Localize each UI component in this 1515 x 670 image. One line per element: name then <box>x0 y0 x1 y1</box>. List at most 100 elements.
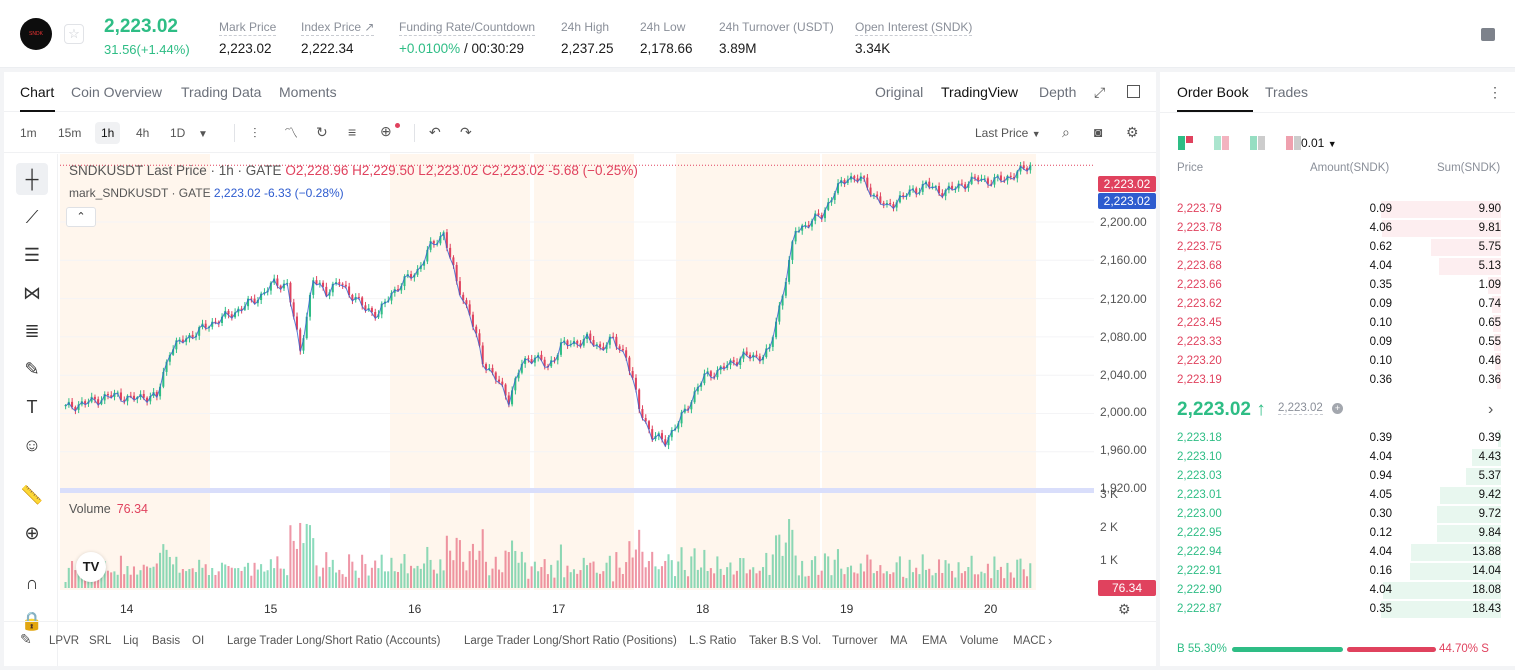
order-book-row[interactable]: 2,222.95 0.12 9.84 <box>1160 524 1515 543</box>
order-book-row[interactable]: 2,223.10 4.04 4.43 <box>1160 448 1515 467</box>
stat-open-interest[interactable]: Open Interest (SNDK) 3.34K <box>855 18 973 56</box>
compare-icon[interactable]: ↻ <box>316 124 328 140</box>
view-tradingview[interactable]: TradingView <box>941 84 1019 100</box>
tab-trades[interactable]: Trades <box>1265 84 1309 100</box>
order-book-row[interactable]: 2,223.01 4.05 9.42 <box>1160 486 1515 505</box>
timeframe-1m[interactable]: 1m <box>20 126 37 140</box>
order-book-row[interactable]: 2,222.87 0.35 18.43 <box>1160 600 1515 619</box>
indicator-ema[interactable]: EMA <box>922 635 947 647</box>
book-mode-sells-icon[interactable] <box>1286 136 1302 150</box>
view-original[interactable]: Original <box>875 84 924 100</box>
order-book-row[interactable]: 2,223.62 0.09 0.74 <box>1160 295 1515 314</box>
tradingview-logo-icon[interactable]: TV <box>76 552 106 582</box>
horizontal-lines-icon[interactable]: ☰ <box>23 245 41 265</box>
indicator-ls-positions[interactable]: Large Trader Long/Short Ratio (Positions… <box>464 635 677 647</box>
tab-chart[interactable]: Chart <box>20 84 55 100</box>
chevron-right-icon[interactable]: › <box>1048 633 1053 648</box>
indicator-turnover[interactable]: Turnover <box>832 635 878 647</box>
search-icon[interactable]: ⌕ <box>1062 124 1070 140</box>
order-book-row[interactable]: 2,223.19 0.36 0.36 <box>1160 371 1515 390</box>
add-indicator-icon[interactable]: ⊕ <box>380 123 392 139</box>
precision-select[interactable]: 0.01 ▼ <box>1301 136 1337 150</box>
text-icon[interactable]: T <box>26 397 38 417</box>
price-chart[interactable] <box>60 154 1094 590</box>
chevron-down-icon[interactable]: ▼ <box>198 129 208 140</box>
indicator-edit-icon[interactable]: ✎ <box>20 631 32 647</box>
indicator-oi[interactable]: OI <box>192 635 205 647</box>
volume-bar <box>709 568 712 588</box>
view-depth[interactable]: Depth <box>1039 84 1077 100</box>
camera-icon[interactable]: ◙ <box>1094 124 1103 140</box>
tab-trading-data[interactable]: Trading Data <box>181 84 262 100</box>
order-book-row[interactable]: 2,223.78 4.06 9.81 <box>1160 219 1515 238</box>
order-book-row[interactable]: 2,223.79 0.09 9.90 <box>1160 200 1515 219</box>
expand-icon[interactable]: ⤢ <box>1094 84 1106 100</box>
order-book-row[interactable]: 2,222.91 0.16 14.04 <box>1160 562 1515 581</box>
fullscreen-icon[interactable] <box>1127 85 1140 98</box>
brush-icon[interactable]: ✎ <box>24 359 40 379</box>
tab-moments[interactable]: Moments <box>279 84 337 100</box>
order-book-row[interactable]: 2,222.90 4.04 18.08 <box>1160 581 1515 600</box>
price-source-select[interactable]: Last Price ▼ <box>975 126 1041 140</box>
indicator-ma[interactable]: MA <box>890 635 908 647</box>
zoom-in-icon[interactable]: ⊕ <box>24 523 40 543</box>
order-book-row[interactable]: 2,222.94 4.04 13.88 <box>1160 543 1515 562</box>
indicator-ls-ratio[interactable]: L.S Ratio <box>689 635 737 647</box>
stat-index-price[interactable]: Index Price ↗ 2,222.34 <box>301 18 375 56</box>
indicator-lpvr[interactable]: LPVR <box>49 635 80 647</box>
collapse-legend-button[interactable]: ⌃ <box>66 207 96 227</box>
timeframe-1h[interactable]: 1h <box>95 122 121 144</box>
order-book-row[interactable]: 2,223.45 0.10 0.65 <box>1160 314 1515 333</box>
indicator-basis[interactable]: Basis <box>152 635 181 647</box>
pattern-icon[interactable]: ⋈ <box>23 283 41 303</box>
stat-mark-price[interactable]: Mark Price 2,223.02 <box>219 18 277 56</box>
chevron-right-icon[interactable]: › <box>1488 401 1494 418</box>
timeframe-15m[interactable]: 15m <box>58 126 82 140</box>
template-icon[interactable]: ≡ <box>348 124 357 140</box>
mid-mark-price[interactable]: 2,223.02 <box>1278 402 1323 415</box>
magnet-icon[interactable]: ∩ <box>25 573 39 593</box>
order-book-row[interactable]: 2,223.20 0.10 0.46 <box>1160 352 1515 371</box>
timeframe-1d[interactable]: 1D <box>170 126 186 140</box>
fib-icon[interactable]: ≣ <box>24 321 40 341</box>
stat-funding-rate[interactable]: Funding Rate/Countdown +0.0100% / 00:30:… <box>399 18 536 56</box>
indicator-srl[interactable]: SRL <box>89 635 112 647</box>
indicator-macd[interactable]: MACD <box>1013 635 1045 647</box>
time-axis[interactable]: 14 15 16 17 18 19 20 <box>60 598 1094 620</box>
timeframe-4h[interactable]: 4h <box>136 126 150 140</box>
indicator-icon[interactable]: 〽 <box>284 125 298 141</box>
order-book-row[interactable]: 2,223.68 4.04 5.13 <box>1160 257 1515 276</box>
order-book-row[interactable]: 2,223.03 0.94 5.37 <box>1160 467 1515 486</box>
ruler-icon[interactable]: 📏 <box>20 485 44 505</box>
settings-circle-icon[interactable]: ⚙ <box>1118 601 1131 617</box>
price-axis[interactable]: 2,200.00 2,160.00 2,120.00 2,080.00 2,04… <box>1094 154 1156 590</box>
order-book-row[interactable]: 2,223.33 0.09 0.55 <box>1160 333 1515 352</box>
order-book-row[interactable]: 2,223.75 0.62 5.75 <box>1160 238 1515 257</box>
volume-bar <box>941 572 944 588</box>
book-mode-both-icon[interactable] <box>1178 136 1194 150</box>
indicator-liq[interactable]: Liq <box>123 635 139 647</box>
candle-type-icon[interactable]: ⫶ <box>253 125 257 141</box>
order-book-row[interactable]: 2,223.66 0.35 1.09 <box>1160 276 1515 295</box>
emoji-icon[interactable]: ☺ <box>22 435 42 455</box>
indicator-ls-accounts[interactable]: Large Trader Long/Short Ratio (Accounts) <box>227 635 441 647</box>
gear-icon[interactable]: ⚙ <box>1126 124 1139 140</box>
volume-bar <box>537 571 540 588</box>
undo-icon[interactable]: ↶ <box>429 124 441 140</box>
order-book-row[interactable]: 2,223.00 0.30 9.72 <box>1160 505 1515 524</box>
tab-coin-overview[interactable]: Coin Overview <box>71 84 163 100</box>
volume-bar <box>247 562 250 588</box>
tab-order-book[interactable]: Order Book <box>1177 84 1249 100</box>
order-book-row[interactable]: 2,223.18 0.39 0.39 <box>1160 429 1515 448</box>
more-vert-icon[interactable]: ⋮ <box>1488 84 1502 100</box>
favorite-star-icon[interactable]: ☆ <box>64 24 84 44</box>
book-mode-bids-icon[interactable] <box>1214 136 1230 150</box>
book-icon[interactable] <box>1481 28 1495 41</box>
book-mode-asks-icon[interactable] <box>1250 136 1266 150</box>
redo-icon[interactable]: ↷ <box>460 124 472 140</box>
indicator-volume[interactable]: Volume <box>960 635 999 647</box>
volume-bar <box>191 568 194 588</box>
trend-line-icon[interactable]: ⟋ <box>25 207 39 227</box>
indicator-taker-vol[interactable]: Taker B.S Vol. <box>749 635 822 647</box>
crosshair-icon[interactable]: ┼ <box>16 163 48 195</box>
